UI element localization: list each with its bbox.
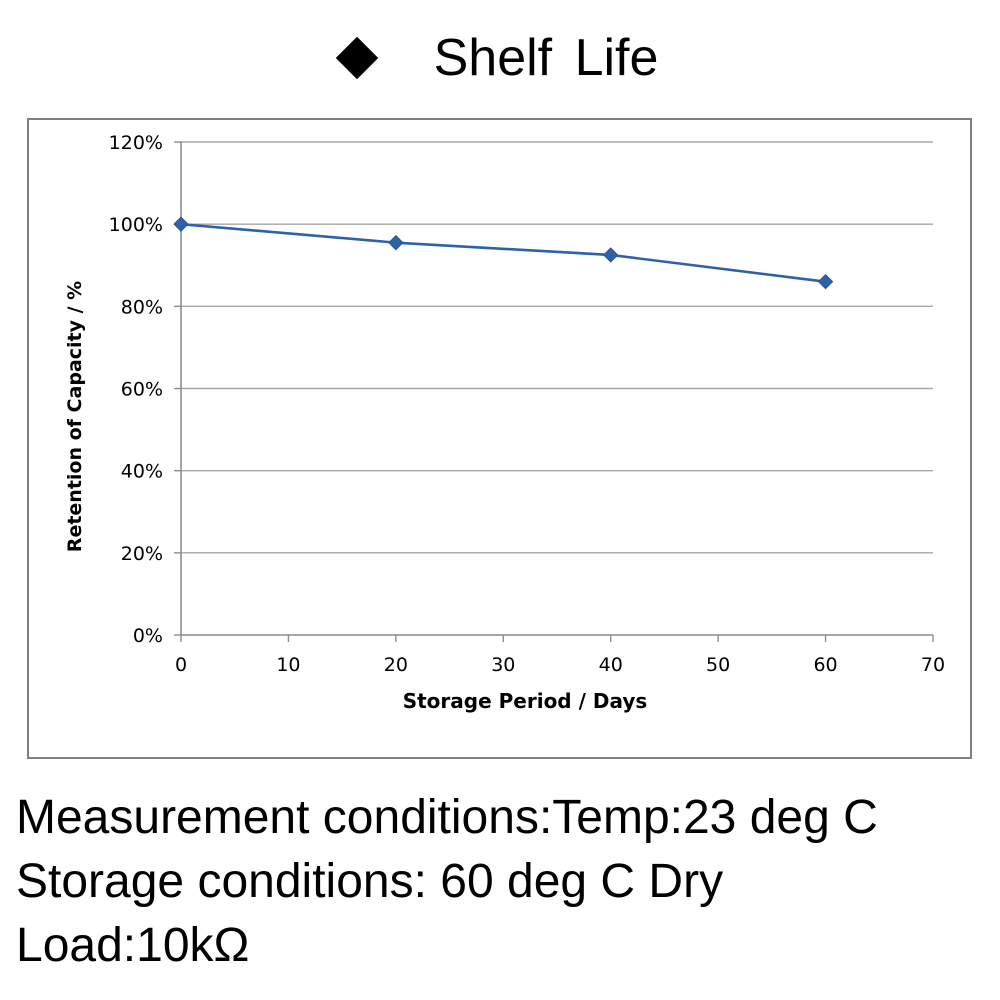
y-tick-label: 100% (109, 214, 163, 236)
chart-frame: 0% 20% 40% 60% 80% 100% 120% 0 10 20 30 40 50 60 70 Sto… (27, 118, 972, 759)
x-axis-title: Storage Period / Days (403, 689, 648, 713)
x-tick-label: 20 (384, 654, 408, 676)
x-tick-label: 50 (706, 654, 730, 676)
x-tick-label: 30 (491, 654, 515, 676)
y-tick-label: 40% (121, 461, 163, 483)
y-tick-label: 20% (121, 543, 163, 565)
title-text: Shelf Life (433, 29, 659, 87)
measurement-conditions: Measurement conditions:Temp:23 deg C (16, 791, 878, 844)
x-tick-label: 70 (921, 654, 945, 676)
x-tick-label: 40 (599, 654, 623, 676)
load-conditions: Load:10kΩ (16, 919, 250, 972)
y-tick-label: 0% (133, 625, 163, 647)
y-tick-label: 60% (121, 379, 163, 401)
data-point (173, 216, 189, 232)
y-tick-label: 120% (109, 132, 163, 154)
diamond-icon (335, 36, 378, 80)
conditions-block: Measurement conditions:Temp:23 deg C Sto… (16, 786, 996, 978)
x-tick-label: 0 (175, 654, 187, 676)
x-tick-label: 60 (813, 654, 837, 676)
data-point (603, 247, 619, 263)
page-title: Shelf Life (0, 22, 1000, 94)
series-line (180, 222, 826, 283)
storage-conditions: Storage conditions: 60 deg C Dry (16, 855, 724, 908)
y-tick-label: 80% (121, 296, 163, 318)
data-point (817, 273, 834, 290)
data-point (388, 234, 404, 251)
y-axis-title: Retention of Capacity / % (64, 281, 86, 552)
line-chart: 0% 20% 40% 60% 80% 100% 120% 0 10 20 30 40 50 60 70 Sto… (64, 132, 945, 713)
x-tick-label: 10 (276, 654, 300, 676)
